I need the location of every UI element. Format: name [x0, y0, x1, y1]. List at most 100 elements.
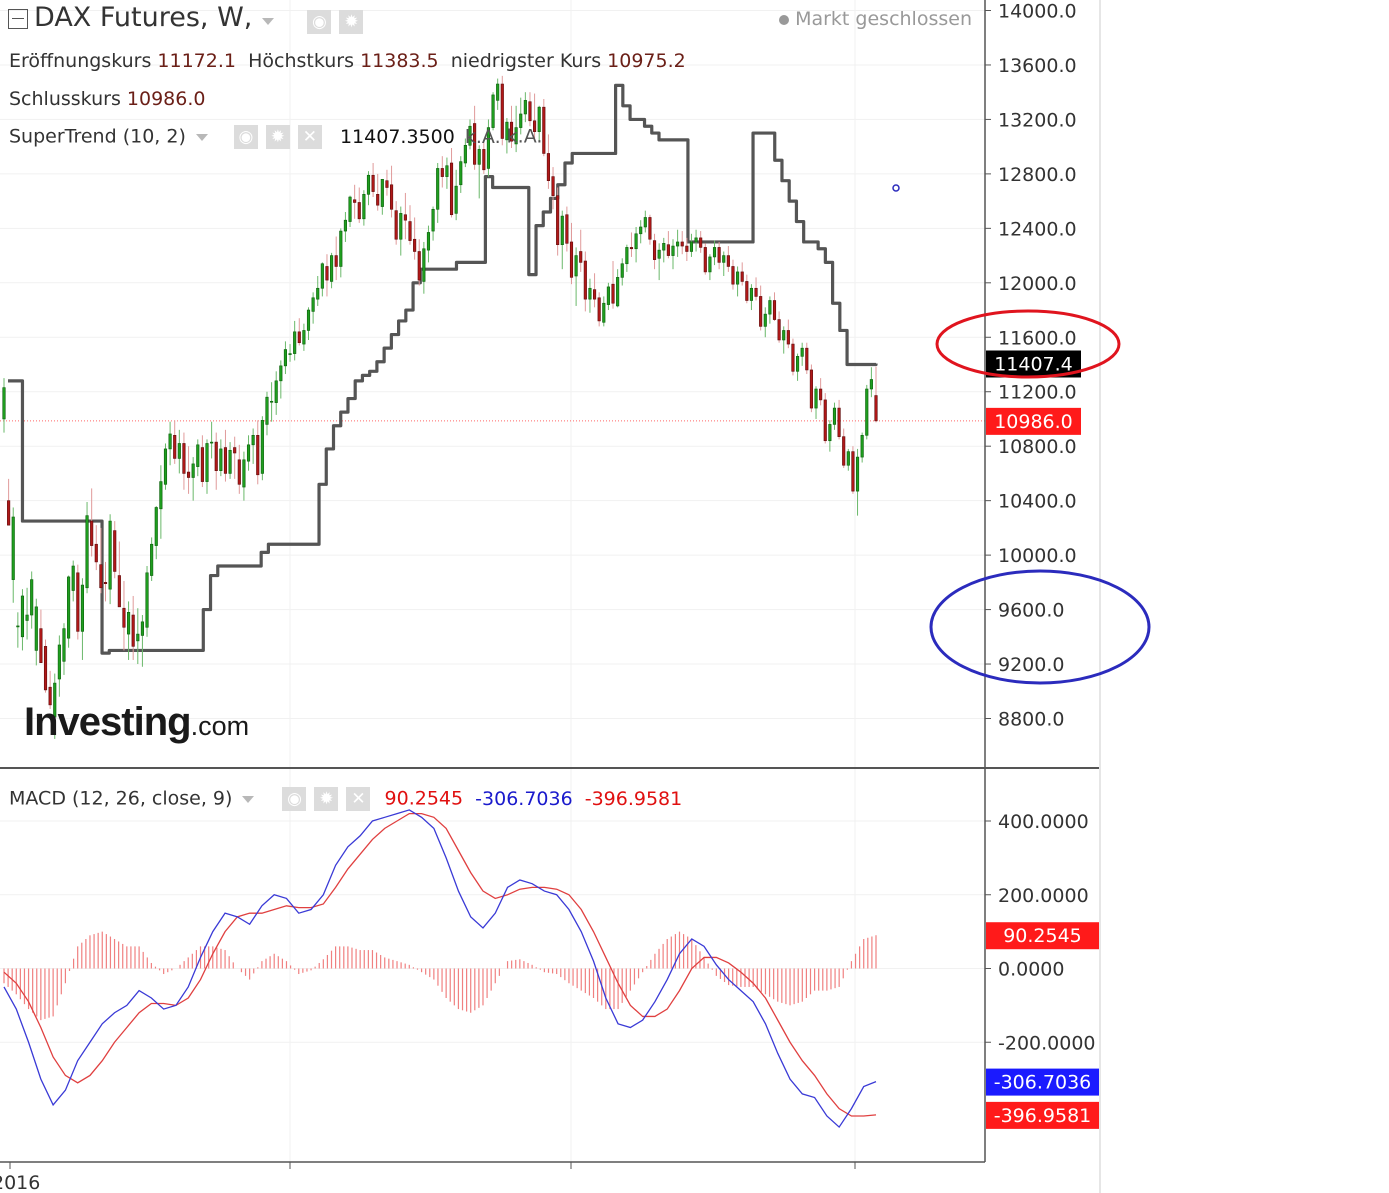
candle-down [237, 459, 241, 485]
macd-tick-label: 400.0000 [998, 811, 1089, 833]
price-tick-label: 9200.0 [998, 654, 1064, 676]
candle-down [297, 331, 301, 344]
supertrend-dropdown-icon[interactable] [195, 133, 208, 141]
candle-down [385, 180, 389, 188]
candle-down [754, 287, 758, 297]
close-icon[interactable]: ✕ [297, 125, 322, 149]
candle-up [293, 331, 297, 354]
candle-up [16, 625, 20, 628]
candle-down [182, 443, 186, 474]
gear-icon[interactable]: ✹ [314, 787, 339, 811]
price-tick-label: 10400.0 [998, 491, 1077, 513]
candle-down [583, 260, 587, 300]
macd-badge: -396.9581 [994, 1105, 1092, 1127]
candle-up [865, 388, 869, 436]
candle-down [417, 251, 421, 281]
macd-legend: MACD (12, 26, close, 9) ◉ ✹ ✕ 90.2545 -306… [9, 787, 682, 811]
price-tick-label: 14000.0 [998, 1, 1077, 23]
macd-plot [3, 809, 877, 1129]
price-badge-bg [986, 407, 1081, 435]
candle-down [629, 247, 634, 250]
macd-badge-bg [986, 1068, 1099, 1096]
chart-title-row: DAX Futures, W, ◉ ✹ [8, 2, 371, 34]
candle-up [828, 424, 832, 442]
candle-up [53, 682, 57, 718]
candle-up [869, 379, 873, 390]
candle-down [699, 237, 703, 248]
ohlc-row: Eröffnungskurs 11172.1 Höchstkurs 11383.… [9, 50, 686, 72]
candle-down [173, 434, 177, 459]
candle-up [639, 226, 643, 235]
candle-up [62, 628, 66, 662]
macd-dropdown-icon[interactable] [242, 795, 255, 803]
investing-logo: Investing.com [24, 700, 249, 745]
candle-up [191, 463, 195, 478]
candle-up [662, 243, 666, 251]
macd-tick-label: 200.0000 [998, 885, 1089, 907]
candle-up [330, 255, 334, 282]
candle-up [163, 448, 168, 485]
candle-down [666, 244, 670, 256]
eye-icon[interactable]: ◉ [307, 9, 332, 34]
eye-icon[interactable]: ◉ [233, 125, 258, 149]
supertrend-extra2: k.A. [506, 125, 543, 148]
candle-up [625, 247, 629, 265]
candle-up [145, 572, 149, 628]
candle-down [772, 300, 777, 320]
price-tick-label: 12000.0 [998, 273, 1077, 295]
price-tick-label: 10800.0 [998, 436, 1077, 458]
price-tick-label: 12800.0 [998, 164, 1077, 186]
candle-down [122, 607, 126, 628]
candle-up [855, 456, 860, 492]
candle-down [353, 199, 357, 203]
candle-up [108, 520, 112, 590]
eye-icon[interactable]: ◉ [282, 787, 307, 811]
candle-up [620, 263, 624, 278]
candle-down [851, 451, 855, 492]
title-dropdown-icon[interactable] [262, 18, 275, 25]
gear-icon[interactable]: ✹ [265, 125, 290, 149]
candle-up [11, 516, 15, 580]
candle-down [874, 395, 878, 422]
candle-down [99, 564, 103, 589]
candle-down [500, 83, 504, 139]
candle-up [366, 174, 371, 195]
candle-up [519, 113, 523, 128]
candle-up [288, 353, 292, 355]
candle-up [205, 443, 209, 482]
candle-up [306, 309, 311, 331]
gear-icon[interactable]: ✹ [339, 9, 364, 34]
candle-up [159, 481, 163, 510]
price-tick-label: 11600.0 [998, 327, 1077, 349]
candle-up [694, 237, 698, 243]
candle-down [565, 214, 569, 244]
candle-down [740, 271, 744, 282]
candle-up [168, 433, 172, 450]
candle-down [256, 434, 260, 476]
candle-down [786, 330, 790, 345]
candle-up [454, 185, 458, 214]
candle-up [708, 256, 712, 273]
candle-down [43, 646, 48, 691]
macd-label[interactable]: MACD (12, 26, close, 9) [9, 787, 233, 810]
candle-up [311, 297, 315, 312]
candle-up [722, 255, 726, 263]
candle-down [685, 245, 689, 252]
collapse-icon[interactable] [8, 8, 28, 29]
candle-down [186, 471, 191, 478]
supertrend-label[interactable]: SuperTrend (10, 2) [9, 125, 186, 148]
title-controls: ◉ ✹ [307, 9, 371, 34]
candle-up [210, 441, 214, 444]
candle-up [274, 380, 278, 403]
candle-up [574, 255, 578, 277]
candle-up [616, 277, 620, 307]
candle-up [477, 149, 481, 165]
candle-up [496, 83, 500, 101]
price-tick-label: 13200.0 [998, 109, 1077, 131]
candle-down [449, 162, 454, 216]
supertrend-value: 11407.3500 [339, 125, 455, 148]
candle-up [736, 271, 740, 285]
candle-up [431, 208, 435, 232]
close-icon[interactable]: ✕ [346, 787, 371, 811]
